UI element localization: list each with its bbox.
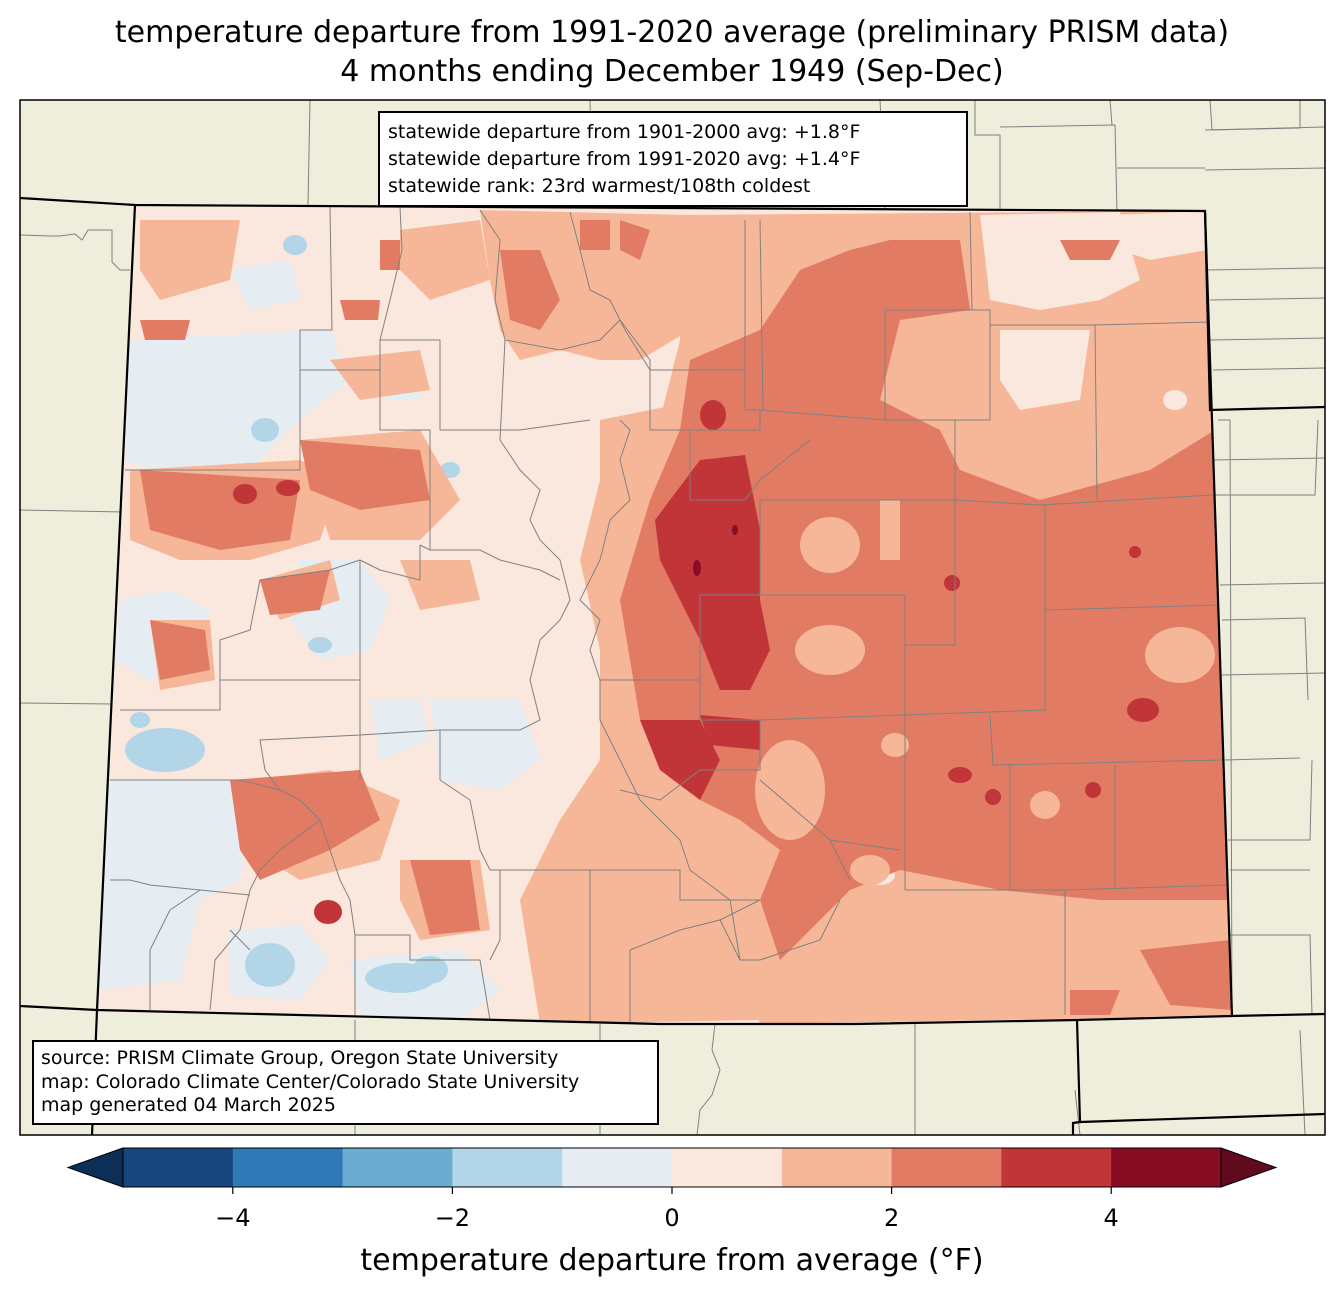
colorbar-tick-label: 0 [664, 1204, 680, 1232]
colorbar-tick-label: −2 [434, 1204, 471, 1232]
map-credit-line: map: Colorado Climate Center/Colorado St… [41, 1070, 580, 1093]
colorbar-bin [232, 1148, 344, 1187]
stats-departure-1991-2020: statewide departure from 1991-2020 avg: … [388, 148, 861, 170]
map-title-line2: 4 months ending December 1949 (Sep-Dec) [340, 54, 1004, 89]
colorbar-bin [123, 1148, 234, 1187]
state-borders [19, 196, 1326, 1136]
colorbar-bin [781, 1148, 893, 1187]
map-frame [19, 99, 1326, 1136]
colorbar-tick-label: 4 [1103, 1204, 1119, 1232]
colorbar-under-arrow [66, 1147, 124, 1188]
colorado-departure-field [97, 205, 1232, 1024]
colorado-county-lines [110, 206, 1229, 1024]
source-credit-box: source: PRISM Climate Group, Oregon Stat… [32, 1040, 659, 1125]
colorbar-bin [1001, 1148, 1112, 1187]
map-title-line1: temperature departure from 1991-2020 ave… [114, 15, 1230, 50]
stats-departure-1901-2000: statewide departure from 1901-2000 avg: … [388, 121, 861, 143]
colorbar-over-arrow [1220, 1147, 1278, 1188]
colorbar-bin [452, 1148, 563, 1187]
source-line: source: PRISM Climate Group, Oregon Stat… [41, 1047, 559, 1069]
colorbar-bin [342, 1148, 453, 1187]
colorbar-bin [1111, 1148, 1222, 1187]
generated-date-line: map generated 04 March 2025 [41, 1094, 336, 1116]
colorbar-bin [562, 1148, 673, 1187]
statewide-stats-box: statewide departure from 1901-2000 avg: … [378, 111, 968, 207]
colorbar-tick-label: 2 [883, 1204, 900, 1232]
colorbar-bin [672, 1148, 783, 1187]
colorbar-label: temperature departure from average (°F) [360, 1243, 984, 1278]
colorbar-tick-label: −4 [215, 1204, 251, 1232]
colorbar-bin [891, 1148, 1002, 1187]
stats-rank: statewide rank: 23rd warmest/108th colde… [388, 175, 811, 197]
